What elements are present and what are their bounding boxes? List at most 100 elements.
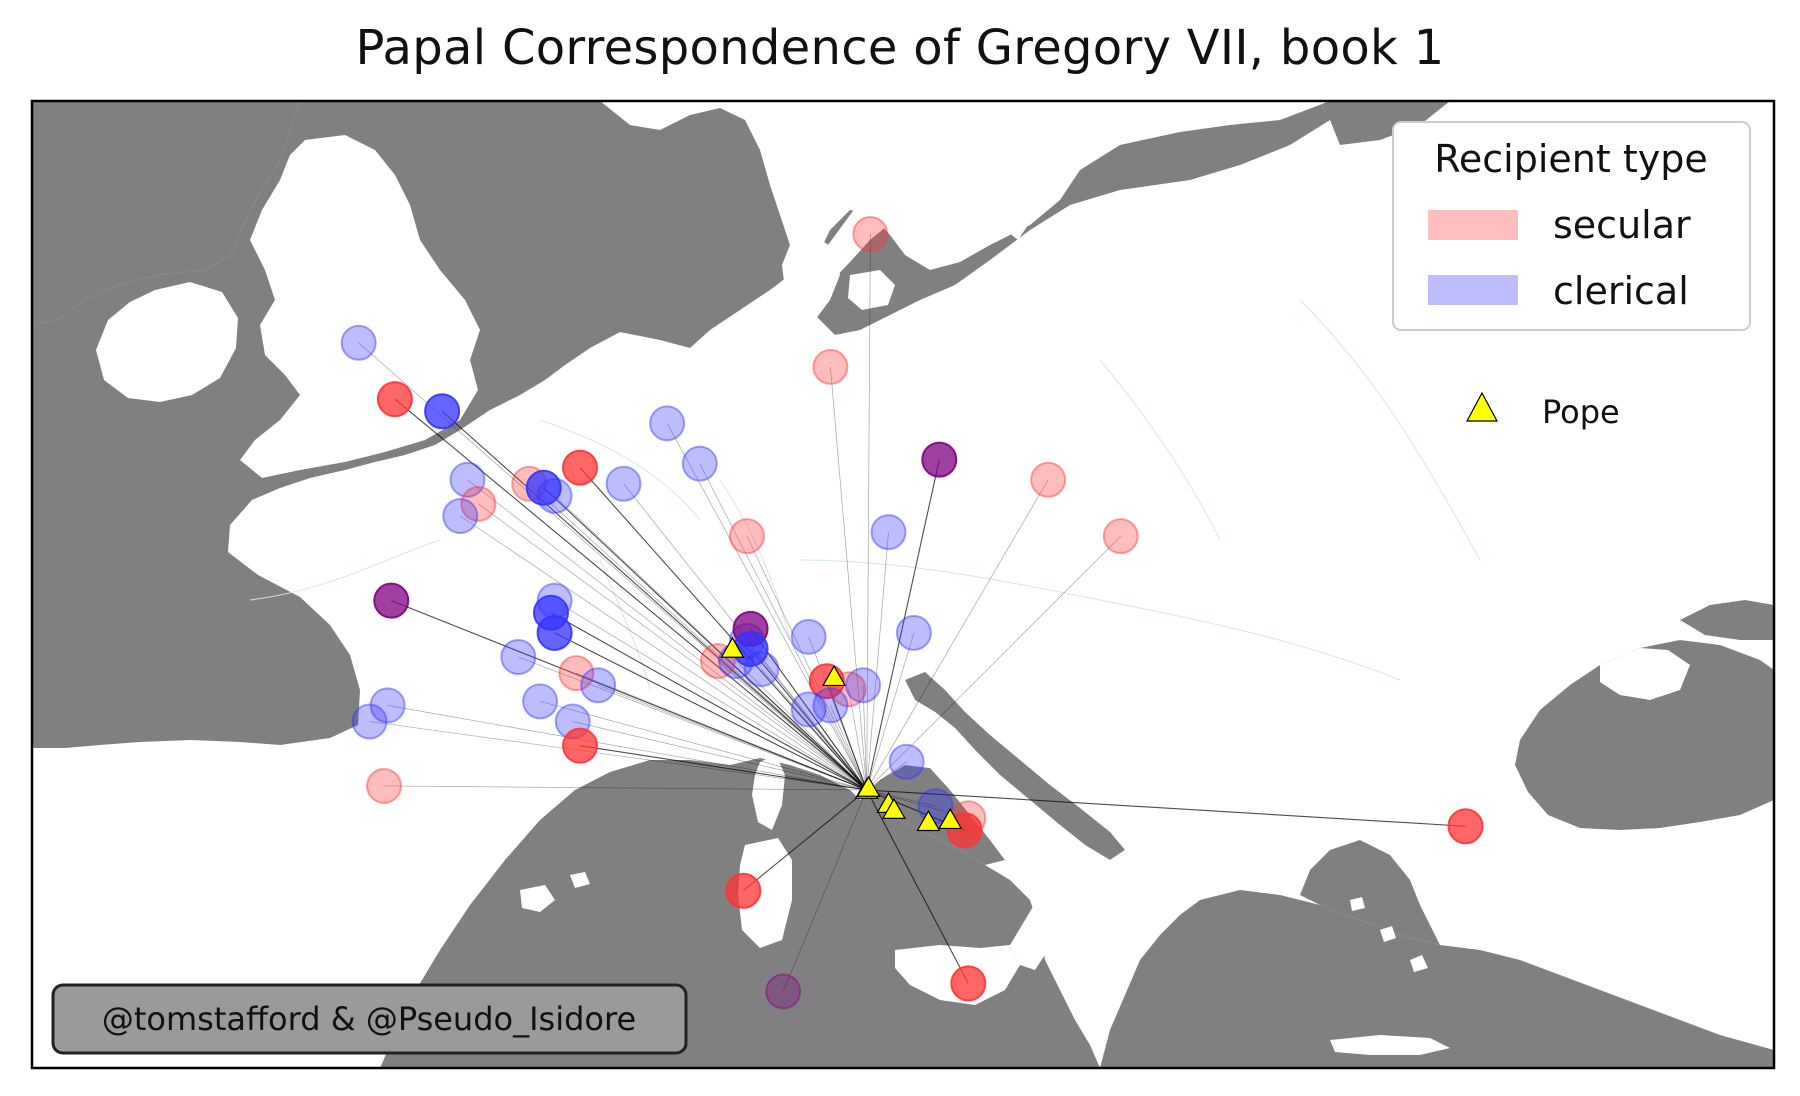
- legend-swatch-secular: [1428, 210, 1518, 240]
- river-vistula: [1099, 359, 1221, 541]
- jutland: [782, 235, 840, 335]
- river-dnieper: [1299, 299, 1481, 561]
- correspondence-link: [666, 423, 868, 791]
- recipient-marker-secular: [1102, 518, 1139, 555]
- recipient-marker-secular: [1030, 461, 1067, 498]
- correspondence-link: [848, 689, 868, 791]
- atlantic-ocean: [32, 101, 300, 330]
- gotland: [1008, 205, 1028, 240]
- aegean-island-2: [1410, 955, 1428, 972]
- pope-key-triangle-icon: [1465, 391, 1499, 422]
- recipient-marker-clerical: [500, 639, 537, 676]
- recipient-marker-clerical: [369, 687, 406, 724]
- recipient-marker-clerical: [790, 618, 827, 655]
- scandinavia: [600, 101, 1330, 270]
- recipient-marker-clerical: [536, 614, 573, 651]
- recipient-marker-secular: [950, 965, 987, 1002]
- recipient-marker-both: [921, 441, 958, 478]
- correspondence-link: [699, 463, 868, 791]
- river-rhine: [719, 479, 791, 641]
- correspondence-link: [866, 632, 915, 791]
- aegean-island-3: [1350, 897, 1365, 911]
- correspondence-link: [572, 721, 867, 791]
- correspondence-link: [579, 467, 868, 791]
- correspondence-link: [782, 789, 868, 992]
- correspondence-link: [866, 532, 889, 791]
- river-danube: [799, 559, 1401, 681]
- correspondence-link: [518, 656, 867, 791]
- recipient-marker-clerical: [605, 465, 642, 502]
- adriatic-sea: [905, 672, 1125, 860]
- sea-of-azov: [1680, 600, 1774, 640]
- credit-box: @tomstafford & @Pseudo_Isidore: [51, 983, 688, 1055]
- correspondence-link: [369, 721, 867, 791]
- correspondence-link: [866, 535, 1121, 791]
- correspondence-link: [394, 398, 868, 791]
- north-sea: [32, 101, 930, 748]
- zealand: [848, 270, 895, 310]
- recipient-marker-secular: [376, 381, 413, 418]
- aegean-sea: [1300, 840, 1440, 945]
- recipient-marker-clerical: [895, 614, 932, 651]
- legend-swatch-clerical: [1428, 275, 1518, 305]
- correspondence-link: [742, 789, 868, 892]
- pope-key-label: Pope: [1542, 393, 1620, 431]
- pope-triangle-icon: [916, 810, 941, 832]
- credit-text: @tomstafford & @Pseudo_Isidore: [102, 1000, 636, 1038]
- correspondence-link: [441, 410, 868, 791]
- recipient-marker-clerical: [888, 743, 925, 780]
- recipient-marker-secular: [562, 727, 599, 764]
- correspondence-link: [735, 660, 867, 791]
- crimea: [1600, 648, 1690, 700]
- correspondence-link: [579, 745, 867, 791]
- correspondence-link: [750, 648, 868, 791]
- recipient-marker-secular: [725, 872, 762, 909]
- recipient-marker-clerical: [790, 691, 827, 728]
- correspondence-link: [750, 628, 868, 791]
- pope-key: Pope: [1465, 391, 1620, 431]
- correspondence-link: [539, 701, 867, 791]
- recipient-marker-clerical: [340, 324, 377, 361]
- correspondence-link: [598, 684, 867, 791]
- correspondence-link: [467, 479, 867, 791]
- correspondence-link: [862, 685, 868, 790]
- correspondence-link: [866, 233, 871, 790]
- river-seine: [539, 419, 701, 521]
- correspondence-link: [826, 681, 868, 791]
- recipient-marker-secular: [562, 449, 599, 486]
- recipient-marker-secular: [460, 485, 497, 522]
- pope-triangle-icon: [856, 775, 881, 797]
- menorca: [570, 872, 590, 888]
- recipient-marker-secular: [812, 348, 849, 385]
- map-frame: [30, 99, 1776, 1070]
- pope-markers: [720, 636, 963, 832]
- correspondence-link: [384, 785, 867, 791]
- pope-triangle-icon: [822, 664, 847, 687]
- recipient-marker-clerical: [812, 687, 849, 724]
- correspondence-link: [554, 495, 867, 791]
- legend-title: Recipient type: [1434, 137, 1708, 181]
- recipient-marker-clerical: [351, 703, 388, 740]
- correspondence-link: [761, 668, 867, 791]
- correspondence-link: [808, 709, 867, 791]
- recipient-marker-both: [765, 973, 802, 1010]
- great-britain: [240, 135, 480, 478]
- legend-label-clerical: clerical: [1553, 269, 1689, 313]
- pope-triangle-icon: [720, 636, 745, 658]
- pope-triangle-icon: [938, 807, 963, 830]
- river-rhone: [599, 559, 651, 691]
- correspondence-link: [576, 672, 867, 791]
- recipient-marker-secular: [558, 655, 595, 692]
- recipient-marker-clerical: [522, 683, 559, 720]
- correspondence-link: [460, 515, 867, 791]
- recipient-marker-secular: [728, 518, 765, 555]
- correspondence-link: [717, 660, 867, 791]
- recipient-marker-clerical: [536, 477, 573, 514]
- credit-background: [51, 983, 688, 1055]
- correspondence-link: [866, 789, 1466, 827]
- map-title: Papal Correspondence of Gregory VII, boo…: [355, 20, 1445, 76]
- correspondence-link: [554, 600, 867, 791]
- landmasses: [96, 101, 1690, 1055]
- correspondence-link: [746, 536, 868, 791]
- recipient-markers: [340, 215, 1484, 1010]
